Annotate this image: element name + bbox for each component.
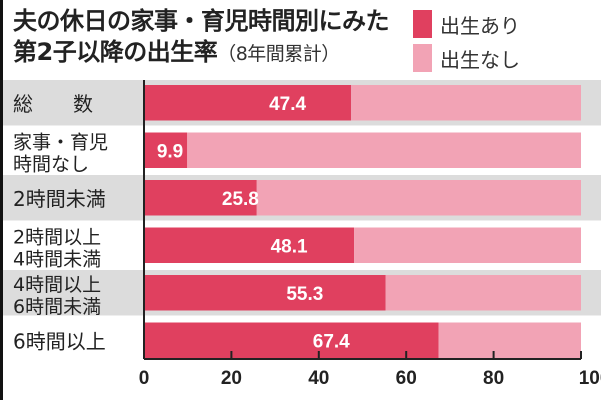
legend-item-birth: 出生あり [413,8,520,40]
legend-item-no-birth: 出生なし [413,42,520,74]
x-tick-label: 60 [396,368,417,389]
chart-title: 夫の休日の家事・育児時間別にみた 第2子以降の出生率（8年間累計） [13,6,390,70]
legend: 出生あり 出生なし [413,8,520,76]
bar-no-birth [354,227,581,263]
title-line-1: 夫の休日の家事・育児時間別にみた [13,7,390,35]
bar-no-birth [187,132,581,168]
x-tick-label: 40 [308,368,329,389]
x-tick-label: 100% [579,368,601,389]
legend-swatch-no-birth [413,44,432,72]
x-tick-label: 0 [139,368,150,389]
bar-no-birth [351,85,581,121]
bar-birth [144,85,352,121]
category-label: 総 数 [13,92,93,116]
data-label: 67.4 [313,331,350,352]
category-label: 6時間以上 [13,329,106,353]
bar-birth [144,132,188,168]
data-label: 55.3 [286,284,323,305]
data-label: 47.4 [269,94,306,115]
category-label: 2時間未満 [13,187,106,211]
bar-no-birth [438,322,581,358]
data-label: 48.1 [271,236,308,257]
bar-birth [144,227,355,263]
subtitle: （8年間累計） [217,43,340,65]
title-line-2: 第2子以降の出生率 [13,38,218,66]
x-tick-label: 80 [483,368,504,389]
legend-swatch-birth [413,10,432,38]
legend-label-no-birth: 出生なし [440,47,520,72]
data-label: 9.9 [157,141,183,162]
category-label: 2時間以上 [13,226,101,248]
category-label: 家事・育児 [13,131,108,153]
bar-no-birth [385,275,581,311]
x-tick-label: 20 [221,368,242,389]
bar-birth [144,275,386,311]
category-label: 時間なし [13,153,89,175]
bar-birth [144,180,257,216]
bar-no-birth [256,180,581,216]
category-label: 4時間以上 [13,274,101,296]
category-label: 4時間未満 [13,248,101,270]
category-label: 6時間未満 [13,296,101,318]
bar-birth [144,322,439,358]
bar-chart: 47.4総 数9.9家事・育児時間なし25.82時間未満48.12時間以上4時間… [3,80,601,389]
data-label: 25.8 [222,189,259,210]
legend-label-birth: 出生あり [440,13,520,38]
